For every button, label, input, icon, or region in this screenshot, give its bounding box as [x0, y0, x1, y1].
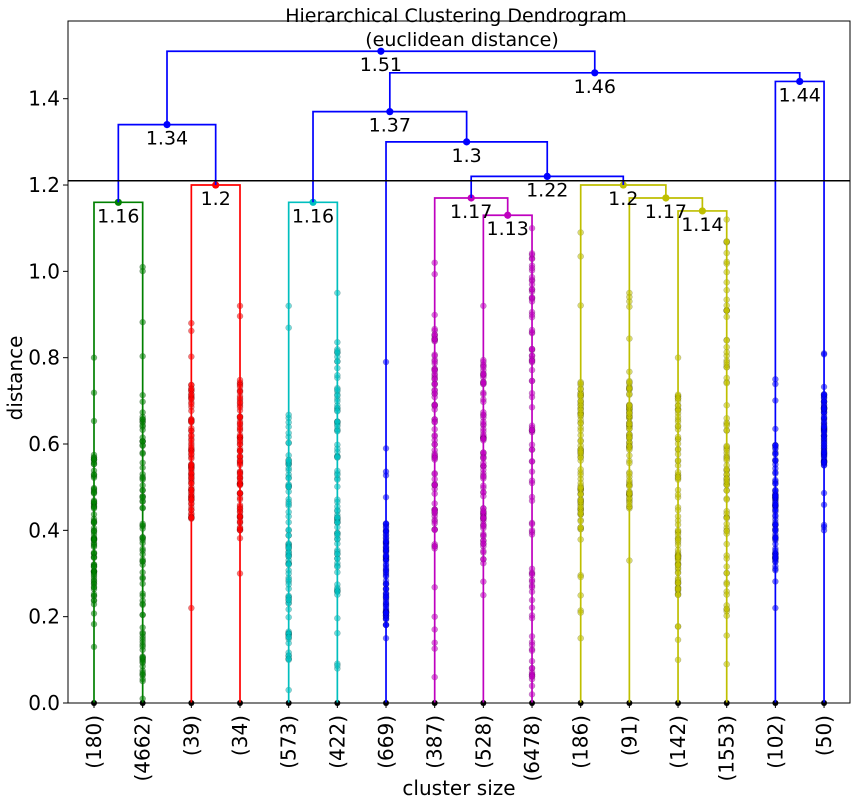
dendrogram-link: [774, 80, 825, 703]
axes-layer: 0.0 0.2 0.4 0.6 0.8 1.0 1.2 1.4 (180) (4662) (39) (…: [28, 20, 851, 782]
dendrogram-link: [677, 210, 728, 703]
dendrogram-link: [287, 201, 339, 703]
chart-title: Hierarchical Clustering Dendrogram: [285, 5, 627, 27]
x-tick-label: (4662): [131, 715, 155, 782]
merge-height-label: 1.16: [292, 205, 334, 227]
merge-point: [591, 69, 599, 77]
y-tick-label: 0.8: [28, 346, 60, 370]
y-tick-label: 0.0: [28, 691, 60, 715]
merge-height-label: 1.2: [608, 188, 638, 210]
x-tick-label: (387): [423, 715, 447, 769]
dendrogram-link: [93, 201, 144, 703]
x-tick-label: (669): [374, 715, 398, 769]
merge-height-label: 1.2: [201, 188, 231, 210]
merge-height-label: 1.17: [645, 201, 687, 223]
x-tick-label: (186): [569, 715, 593, 769]
merge-point: [163, 120, 171, 129]
x-tick-label: (422): [325, 715, 349, 769]
merge-height-label: 1.22: [526, 179, 568, 201]
y-tick-label: 0.6: [28, 432, 60, 456]
merge-point: [377, 47, 385, 55]
x-tick-label: (50): [812, 715, 836, 756]
y-tick-label: 1.0: [28, 259, 60, 283]
plot-frame: [67, 20, 851, 704]
x-tick-label: (573): [277, 715, 301, 769]
dendrogram-links-layer: 1.161.21.161.131.171.141.171.21.221.31.3…: [68, 47, 850, 703]
y-axis-label: distance: [3, 336, 27, 421]
merge-height-label: 1.37: [369, 115, 411, 137]
y-tick-label: 1.2: [28, 173, 60, 197]
y-tick-label: 0.2: [28, 605, 60, 629]
x-tick-label: (1553): [715, 715, 739, 782]
x-tick-label: (91): [617, 715, 641, 756]
merge-point: [386, 108, 394, 116]
dendrogram-link: [579, 184, 667, 703]
dendrogram-link: [482, 214, 533, 703]
merge-height-label: 1.14: [681, 214, 723, 236]
dendrogram-link: [628, 197, 704, 703]
x-tick-label: (39): [179, 715, 203, 756]
x-tick-label: (34): [228, 715, 252, 756]
merge-height-label: 1.3: [452, 145, 482, 167]
y-tick-label: 1.4: [28, 87, 60, 111]
merge-height-label: 1.17: [450, 201, 492, 223]
x-tick-label: (142): [666, 715, 690, 769]
merge-height-label: 1.16: [97, 205, 139, 227]
x-axis-label: cluster size: [402, 776, 515, 800]
merge-height-label: 1.51: [360, 54, 402, 76]
chart-subtitle: (euclidean distance): [365, 29, 559, 51]
merge-point: [463, 138, 471, 146]
merge-height-label: 1.13: [487, 218, 529, 240]
dendrogram-link: [190, 184, 241, 703]
x-tick-label: (102): [763, 715, 787, 769]
merge-height-label: 1.44: [779, 84, 821, 106]
y-tick-label: 0.4: [28, 518, 60, 542]
x-tick-label: (180): [82, 715, 106, 769]
dendrogram-link: [433, 197, 509, 703]
x-tick-label: (6478): [520, 715, 544, 782]
x-tick-label: (528): [471, 715, 495, 769]
merge-height-label: 1.34: [146, 128, 188, 150]
merge-height-label: 1.46: [574, 76, 616, 98]
leaf-points-layer: [90, 216, 828, 706]
